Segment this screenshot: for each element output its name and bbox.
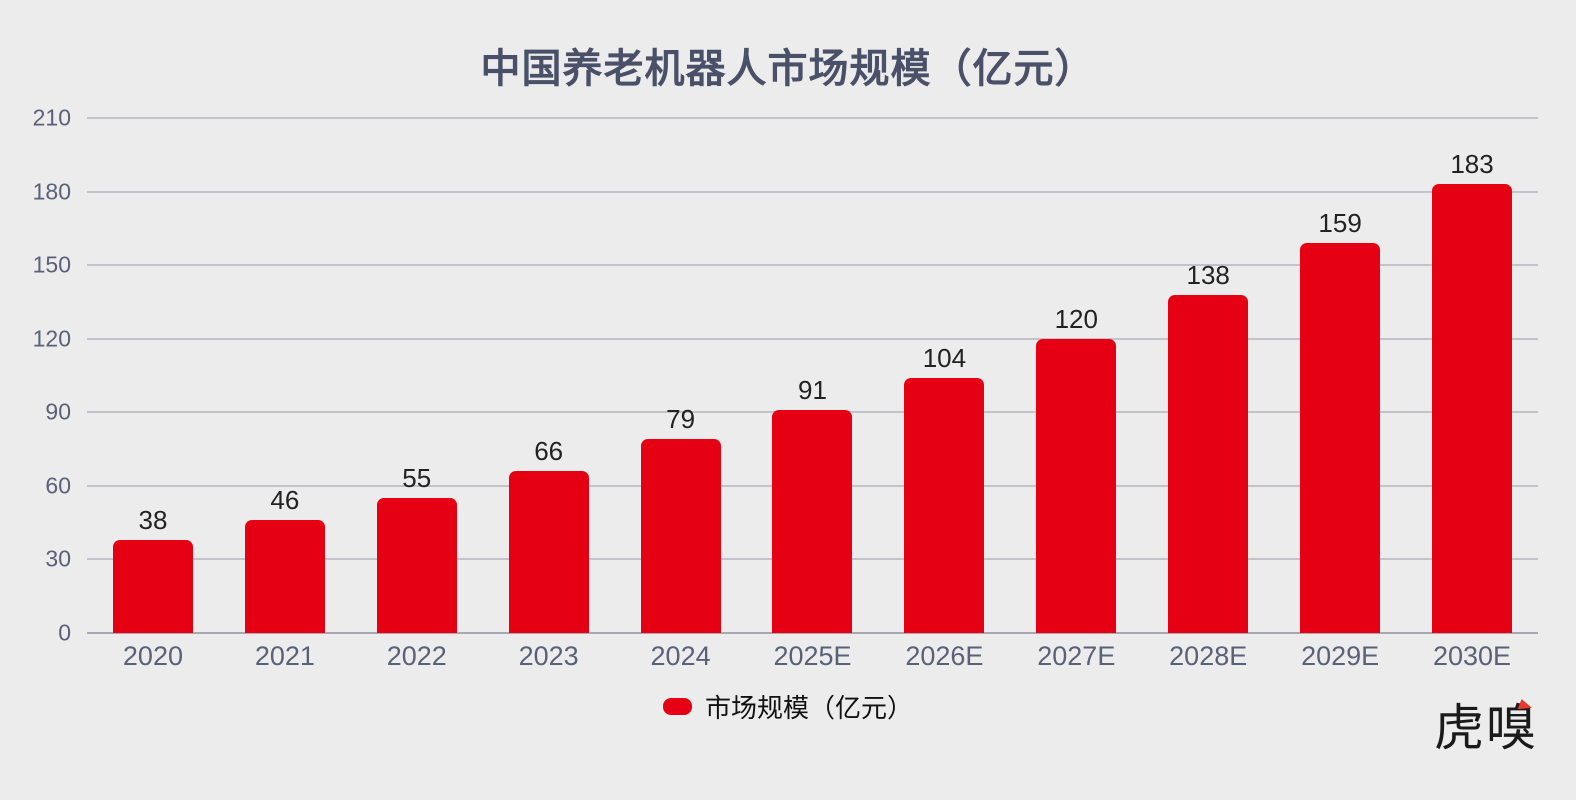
y-tick-label-210: 210: [32, 104, 71, 131]
y-tick-label-30: 30: [45, 545, 71, 572]
x-axis: 2020 2021 2022 2023 2024 2025E 2026E 2027E 2028E…: [87, 641, 1538, 672]
bar-column-2025E: 91: [747, 118, 879, 633]
x-tick-label-2022: 2022: [386, 641, 447, 671]
y-tick-label-120: 120: [32, 325, 71, 352]
bar-2025E: [772, 409, 853, 633]
y-tick-label-180: 180: [32, 178, 71, 205]
bars-container: 38 46 55 66 79 91 104 120 138 159 183: [87, 118, 1538, 633]
bar-column-2030E: 183: [1406, 118, 1538, 633]
bar-value-label-2024: 79: [666, 404, 696, 435]
x-tick-label-2028E: 2028E: [1169, 641, 1248, 671]
gridline-120: 120: [33, 325, 1538, 351]
gridline-0: 0: [58, 620, 1538, 646]
x-tick-label-2025E: 2025E: [773, 641, 852, 671]
legend-swatch-icon: [662, 698, 692, 715]
bar-2024: [640, 439, 721, 633]
bar-value-label-2020: 38: [138, 504, 168, 535]
gridline-180: 180: [33, 178, 1538, 204]
x-tick-label-2023: 2023: [518, 641, 579, 671]
bar-2020: [112, 539, 193, 633]
gridline-150: 150: [33, 252, 1538, 278]
x-tick-label-2020: 2020: [122, 641, 183, 671]
x-tick-label-2029E: 2029E: [1301, 641, 1380, 671]
bar-column-2029E: 159: [1274, 118, 1406, 633]
x-tick-label-2021: 2021: [254, 641, 315, 671]
bar-2030E: [1432, 184, 1513, 633]
bar-value-label-2022: 55: [402, 463, 432, 494]
y-tick-label-60: 60: [45, 472, 71, 499]
logo-text: 虎嗅: [1434, 700, 1538, 756]
bar-column-2020: 38: [87, 118, 219, 633]
bar-column-2023: 66: [483, 118, 615, 633]
bar-column-2026E: 104: [878, 118, 1010, 633]
bar-value-label-2025E: 91: [798, 374, 827, 405]
chart-title: 中国养老机器人市场规模（亿元）: [480, 47, 1096, 91]
bar-value-label-2028E: 138: [1186, 259, 1230, 290]
bar-2029E: [1300, 243, 1381, 633]
legend-label: 市场规模（亿元）: [704, 693, 913, 723]
bar-column-2024: 79: [615, 118, 747, 633]
bar-column-2021: 46: [219, 118, 351, 633]
bar-value-label-2021: 46: [270, 485, 300, 516]
bar-2023: [508, 471, 589, 633]
bar-value-label-2026E: 104: [922, 342, 967, 373]
bar-2027E: [1036, 338, 1117, 633]
bar-column-2028E: 138: [1142, 118, 1274, 633]
bar-column-2027E: 120: [1010, 118, 1142, 633]
bar-2021: [244, 520, 325, 633]
bar-2028E: [1168, 294, 1249, 633]
bar-2022: [376, 498, 457, 633]
huxiu-logo: 虎嗅: [1434, 698, 1538, 758]
bar-column-2022: 55: [351, 118, 483, 633]
x-tick-label-2027E: 2027E: [1037, 641, 1116, 671]
y-tick-label-150: 150: [32, 251, 71, 278]
y-tick-label-90: 90: [45, 398, 71, 425]
x-tick-label-2030E: 2030E: [1432, 641, 1512, 671]
bar-value-label-2027E: 120: [1054, 303, 1098, 334]
bar-value-label-2023: 66: [534, 436, 564, 467]
x-tick-label-2024: 2024: [650, 641, 711, 671]
bar-value-label-2029E: 159: [1318, 208, 1362, 239]
legend: 市场规模（亿元）: [0, 688, 1576, 725]
plot-area: 0 30 60 90 120 150 180 210 38 46 55 66 79 91 104 120 138…: [33, 105, 1538, 646]
bar-2026E: [904, 377, 985, 633]
x-tick-label-2026E: 2026E: [905, 641, 984, 671]
y-tick-label-0: 0: [58, 619, 71, 646]
gridline-210: 210: [33, 105, 1538, 131]
bar-value-label-2030E: 183: [1450, 149, 1494, 180]
